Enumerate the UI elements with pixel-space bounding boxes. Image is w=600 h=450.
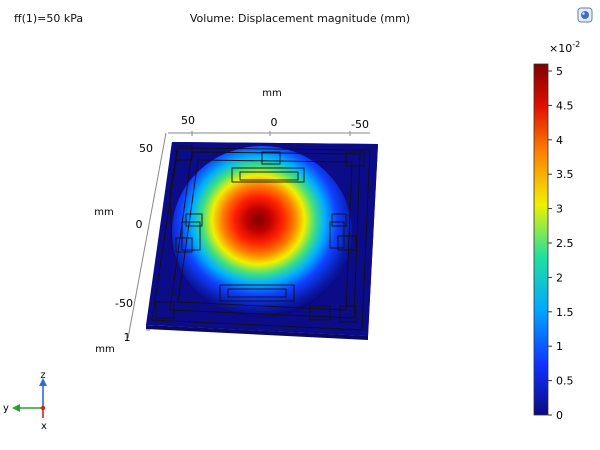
colorbar-tick-label: 4 [556, 134, 563, 147]
colorbar-tick-label: 2.5 [556, 237, 574, 250]
triad-x-label: x [41, 421, 47, 432]
render-settings-icon[interactable] [576, 6, 594, 24]
z-axis-unit: mm [95, 344, 114, 355]
structure-outline [151, 145, 371, 331]
colorbar-tick-label: 1.5 [556, 306, 574, 319]
plot-title: Volume: Displacement magnitude (mm) [189, 12, 411, 25]
colorbar-tick-label: 0.5 [556, 375, 574, 388]
y-tick-50: 50 [139, 142, 153, 155]
colorbar-tick-label: 5 [556, 65, 563, 78]
colorbar-gradient [533, 63, 549, 416]
parameter-label: ff(1)=50 kPa [14, 12, 84, 25]
colorbar-tick-label: 2 [556, 271, 563, 284]
plate-edge [146, 325, 368, 340]
axis-frame [127, 131, 370, 339]
colorbar-tick-label: 0 [556, 409, 563, 422]
y-tick-0: 0 [136, 218, 143, 231]
colorbar-tick-label: 3.5 [556, 168, 574, 181]
color-legend: ×10-2 5 4.5 4 3.5 3 2.5 2 1.5 1 0.5 0 [533, 40, 580, 422]
y-axis-unit: mm [94, 207, 113, 218]
x-tick-0: 0 [271, 116, 278, 129]
colorbar-tick-label: 4.5 [556, 99, 574, 112]
triad-y-label: y [3, 403, 9, 414]
x-axis-unit: mm [262, 88, 281, 99]
axis-triad: z y x [3, 370, 47, 432]
colorbar-tick-label: 1 [556, 340, 563, 353]
y-tick-minus50: -50 [115, 297, 133, 310]
triad-z-label: z [40, 370, 45, 381]
x-tick-50: 50 [181, 114, 195, 127]
colorbar-tick-label: 3 [556, 203, 563, 216]
colorbar-multiplier: ×10-2 [549, 40, 580, 55]
x-tick-minus50: -50 [351, 118, 369, 131]
z-tick-1: 1 [124, 331, 131, 344]
